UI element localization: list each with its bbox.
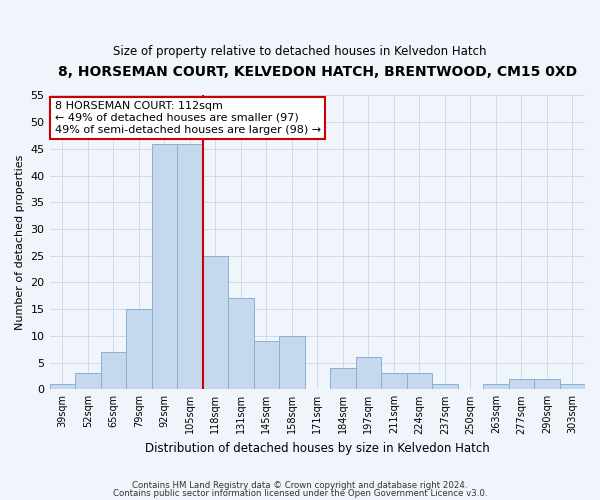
Bar: [254, 341, 279, 390]
Bar: [356, 357, 381, 390]
Bar: [509, 378, 534, 390]
Text: Contains HM Land Registry data © Crown copyright and database right 2024.: Contains HM Land Registry data © Crown c…: [132, 481, 468, 490]
Bar: [560, 384, 585, 390]
Bar: [534, 378, 560, 390]
Bar: [407, 374, 432, 390]
Y-axis label: Number of detached properties: Number of detached properties: [15, 154, 25, 330]
Bar: [279, 336, 305, 390]
Bar: [177, 144, 203, 390]
Bar: [432, 384, 458, 390]
Title: 8, HORSEMAN COURT, KELVEDON HATCH, BRENTWOOD, CM15 0XD: 8, HORSEMAN COURT, KELVEDON HATCH, BRENT…: [58, 65, 577, 79]
X-axis label: Distribution of detached houses by size in Kelvedon Hatch: Distribution of detached houses by size …: [145, 442, 490, 455]
Bar: [330, 368, 356, 390]
Text: 8 HORSEMAN COURT: 112sqm
← 49% of detached houses are smaller (97)
49% of semi-d: 8 HORSEMAN COURT: 112sqm ← 49% of detach…: [55, 102, 321, 134]
Bar: [126, 309, 152, 390]
Bar: [228, 298, 254, 390]
Bar: [50, 384, 75, 390]
Text: Size of property relative to detached houses in Kelvedon Hatch: Size of property relative to detached ho…: [113, 45, 487, 58]
Bar: [203, 256, 228, 390]
Bar: [381, 374, 407, 390]
Bar: [152, 144, 177, 390]
Text: Contains public sector information licensed under the Open Government Licence v3: Contains public sector information licen…: [113, 488, 487, 498]
Bar: [75, 374, 101, 390]
Bar: [101, 352, 126, 390]
Bar: [483, 384, 509, 390]
